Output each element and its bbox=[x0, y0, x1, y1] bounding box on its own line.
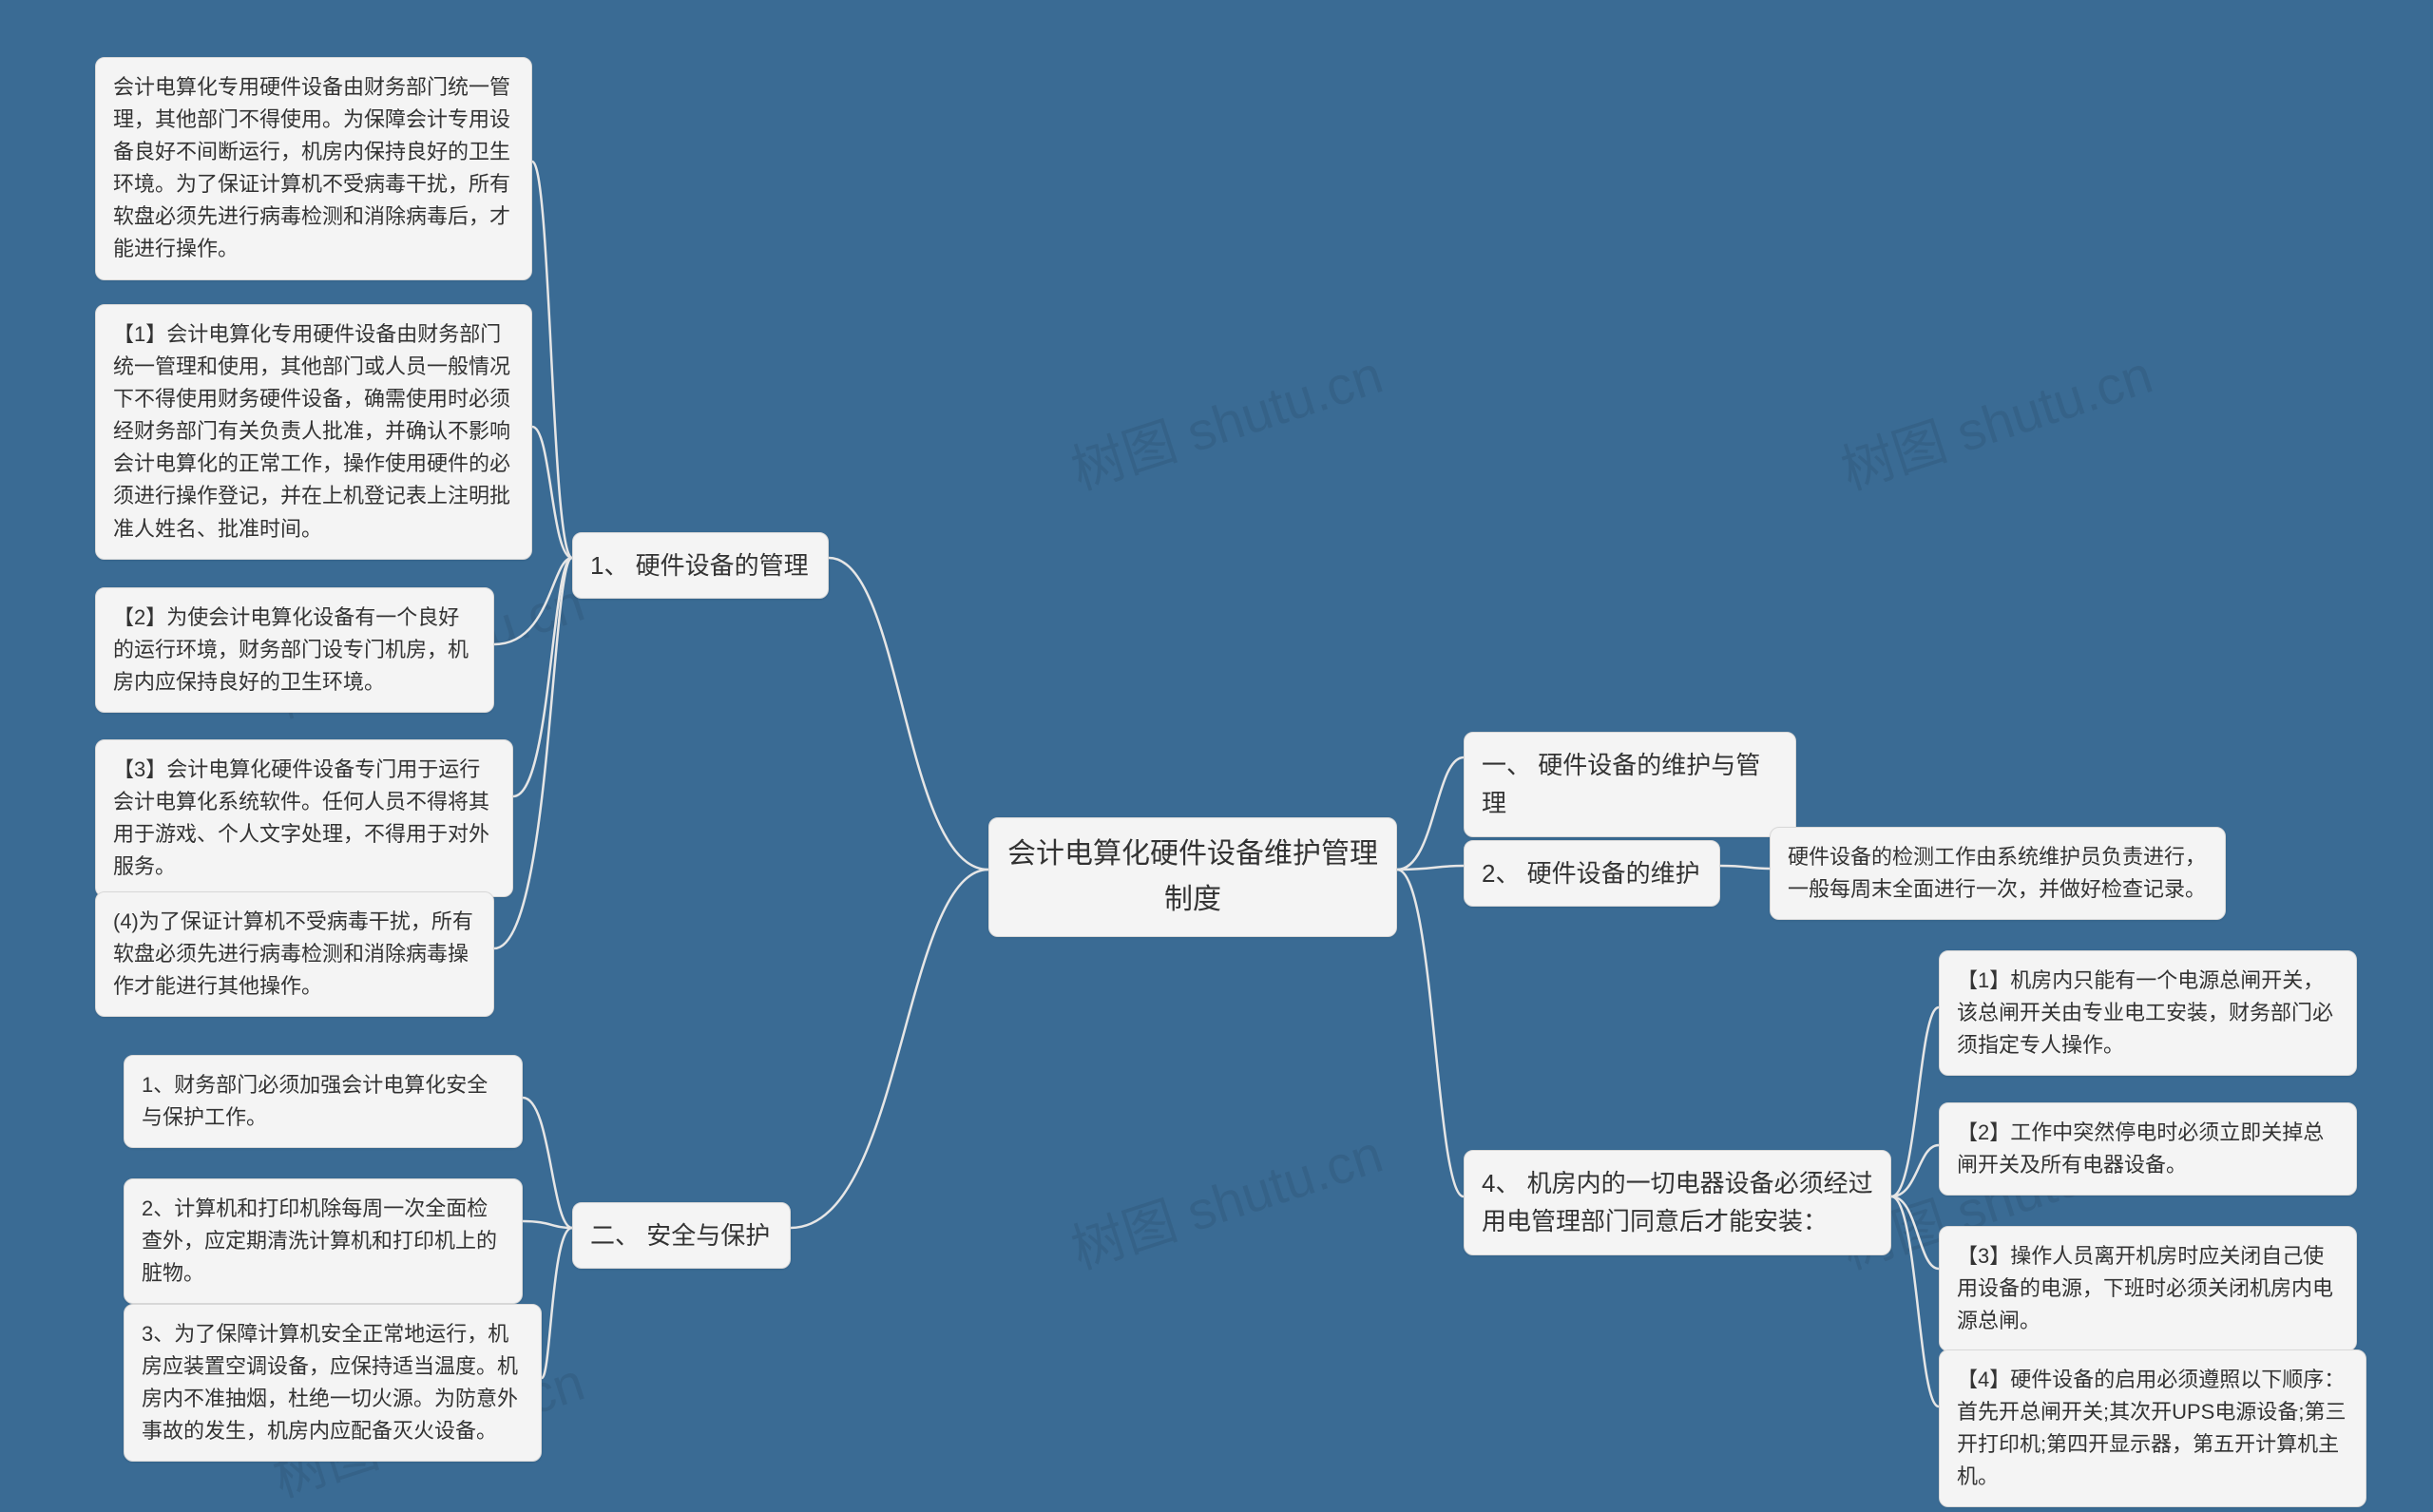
leaf-text: 【3】操作人员离开机房时应关闭自己使用设备的电源，下班时必须关闭机房内电源总闸。 bbox=[1957, 1244, 2333, 1332]
leaf-node[interactable]: 3、为了保障计算机安全正常地运行，机房应装置空调设备，应保持适当温度。机房内不准… bbox=[124, 1304, 542, 1462]
branch-label: 1、 硬件设备的管理 bbox=[590, 551, 809, 580]
leaf-node[interactable]: 【2】为使会计电算化设备有一个良好的运行环境，财务部门设专门机房，机房内应保持良… bbox=[95, 587, 494, 713]
root-label: 会计电算化硬件设备维护管理制度 bbox=[1007, 838, 1378, 915]
leaf-text: 【2】工作中突然停电时必须立即关掉总闸开关及所有电器设备。 bbox=[1957, 1120, 2324, 1177]
branch-safety-protection[interactable]: 二、 安全与保护 bbox=[572, 1202, 791, 1269]
leaf-text: 1、财务部门必须加强会计电算化安全与保护工作。 bbox=[142, 1073, 488, 1129]
leaf-text: (4)为了保证计算机不受病毒干扰，所有软盘必须先进行病毒检测和消除病毒操作才能进… bbox=[113, 909, 473, 998]
leaf-text: 【1】会计电算化专用硬件设备由财务部门统一管理和使用，其他部门或人员一般情况下不… bbox=[113, 322, 510, 541]
branch-label: 二、 安全与保护 bbox=[590, 1221, 770, 1250]
watermark: 树图 shutu.cn bbox=[1061, 333, 1391, 506]
branch-label: 4、 机房内的一切电器设备必须经过用电管理部门同意后才能安装： bbox=[1482, 1169, 1873, 1235]
watermark: 树图 shutu.cn bbox=[1061, 1112, 1391, 1285]
leaf-text: 2、计算机和打印机除每周一次全面检查外，应定期清洗计算机和打印机上的脏物。 bbox=[142, 1196, 497, 1285]
branch-hardware-maint-mgmt[interactable]: 一、 硬件设备的维护与管理 bbox=[1464, 732, 1796, 837]
leaf-node[interactable]: 【4】硬件设备的启用必须遵照以下顺序：首先开总闸开关;其次开UPS电源设备;第三… bbox=[1939, 1349, 2366, 1507]
leaf-node[interactable]: 硬件设备的检测工作由系统维护员负责进行，一般每周末全面进行一次，并做好检查记录。 bbox=[1770, 827, 2226, 920]
leaf-node[interactable]: 【2】工作中突然停电时必须立即关掉总闸开关及所有电器设备。 bbox=[1939, 1102, 2357, 1196]
leaf-node[interactable]: 1、财务部门必须加强会计电算化安全与保护工作。 bbox=[124, 1055, 523, 1148]
branch-hardware-management[interactable]: 1、 硬件设备的管理 bbox=[572, 532, 829, 599]
leaf-text: 【1】机房内只能有一个电源总闸开关，该总闸开关由专业电工安装，财务部门必须指定专… bbox=[1957, 968, 2333, 1057]
branch-electrical-equipment[interactable]: 4、 机房内的一切电器设备必须经过用电管理部门同意后才能安装： bbox=[1464, 1150, 1891, 1255]
leaf-node[interactable]: 【3】操作人员离开机房时应关闭自己使用设备的电源，下班时必须关闭机房内电源总闸。 bbox=[1939, 1226, 2357, 1351]
leaf-text: 【3】会计电算化硬件设备专门用于运行会计电算化系统软件。任何人员不得将其用于游戏… bbox=[113, 757, 489, 878]
branch-label: 2、 硬件设备的维护 bbox=[1482, 859, 1700, 888]
leaf-node[interactable]: 【1】机房内只能有一个电源总闸开关，该总闸开关由专业电工安装，财务部门必须指定专… bbox=[1939, 950, 2357, 1076]
leaf-text: 【4】硬件设备的启用必须遵照以下顺序：首先开总闸开关;其次开UPS电源设备;第三… bbox=[1957, 1368, 2346, 1488]
leaf-text: 【2】为使会计电算化设备有一个良好的运行环境，财务部门设专门机房，机房内应保持良… bbox=[113, 605, 469, 694]
watermark: 树图 shutu.cn bbox=[1830, 333, 2161, 506]
leaf-node[interactable]: 2、计算机和打印机除每周一次全面检查外，应定期清洗计算机和打印机上的脏物。 bbox=[124, 1178, 523, 1304]
leaf-node[interactable]: 会计电算化专用硬件设备由财务部门统一管理，其他部门不得使用。为保障会计专用设备良… bbox=[95, 57, 532, 280]
leaf-text: 硬件设备的检测工作由系统维护员负责进行，一般每周末全面进行一次，并做好检查记录。 bbox=[1788, 845, 2206, 901]
leaf-node[interactable]: 【1】会计电算化专用硬件设备由财务部门统一管理和使用，其他部门或人员一般情况下不… bbox=[95, 304, 532, 560]
leaf-node[interactable]: (4)为了保证计算机不受病毒干扰，所有软盘必须先进行病毒检测和消除病毒操作才能进… bbox=[95, 891, 494, 1017]
leaf-node[interactable]: 【3】会计电算化硬件设备专门用于运行会计电算化系统软件。任何人员不得将其用于游戏… bbox=[95, 739, 513, 897]
branch-hardware-maintenance[interactable]: 2、 硬件设备的维护 bbox=[1464, 840, 1720, 907]
branch-label: 一、 硬件设备的维护与管理 bbox=[1482, 751, 1760, 817]
leaf-text: 会计电算化专用硬件设备由财务部门统一管理，其他部门不得使用。为保障会计专用设备良… bbox=[113, 75, 510, 260]
mindmap-root[interactable]: 会计电算化硬件设备维护管理制度 bbox=[988, 817, 1397, 937]
leaf-text: 3、为了保障计算机安全正常地运行，机房应装置空调设备，应保持适当温度。机房内不准… bbox=[142, 1322, 518, 1443]
